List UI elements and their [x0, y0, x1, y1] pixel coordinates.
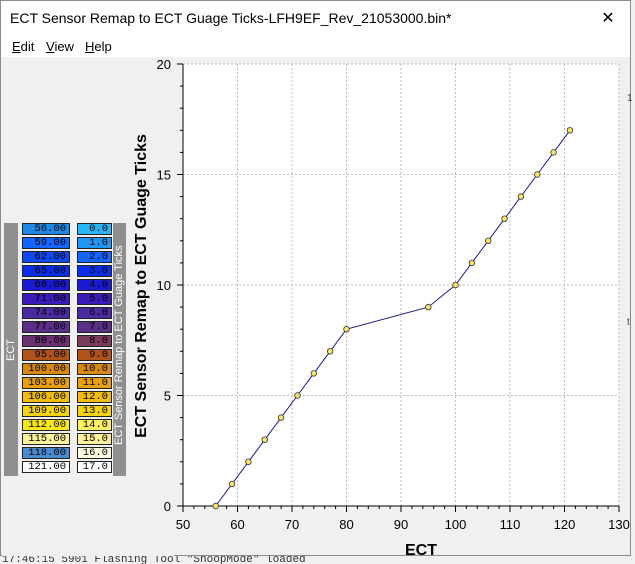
data-point: [212, 502, 219, 510]
y-tick-label: 15: [157, 168, 171, 183]
ticks-cell[interactable]: 13.0: [77, 405, 112, 417]
x-tick-label: 100: [445, 517, 467, 532]
y-tick-label: 20: [157, 57, 171, 72]
y-tick-label: 5: [164, 389, 171, 404]
data-point: [277, 414, 285, 421]
data-point: [501, 215, 508, 222]
row-axis-label: ECT: [4, 223, 18, 476]
ect-cell[interactable]: 118.00: [22, 447, 70, 459]
data-point: [310, 370, 317, 377]
ticks-cell[interactable]: 6.0: [77, 307, 112, 319]
x-tick-label: 90: [394, 517, 408, 532]
data-point: [228, 480, 236, 488]
data-point: [517, 193, 525, 200]
ect-cell[interactable]: 65.00: [22, 265, 70, 277]
data-point: [468, 259, 476, 267]
series-line: [215, 130, 571, 507]
ect-cell[interactable]: 56.00: [22, 223, 70, 235]
ticks-cell[interactable]: 9.0: [77, 349, 112, 361]
x-tick-label: 120: [554, 517, 576, 532]
ticks-cell[interactable]: 10.0: [77, 363, 112, 375]
title-bar[interactable]: ECT Sensor Remap to ECT Guage Ticks-LFH9…: [1, 1, 630, 35]
ect-cell[interactable]: 115.00: [22, 433, 70, 445]
data-point: [245, 458, 252, 465]
x-tick-label: 110: [500, 517, 521, 532]
ect-cell[interactable]: 68.00: [22, 279, 70, 291]
close-icon: ✕: [601, 10, 615, 27]
ticks-cell[interactable]: 12.0: [77, 391, 112, 403]
x-tick-label: 70: [285, 517, 299, 532]
y-tick-label: 10: [157, 278, 171, 293]
ect-chart: 50 60 70 80 90 100 110 120 130 0 5 10 15 20 ECT ECT Sen…: [133, 57, 630, 557]
ect-cell[interactable]: 112.00: [22, 419, 70, 431]
data-point: [261, 436, 268, 443]
ticks-cell[interactable]: 3.0: [77, 265, 112, 277]
x-tick-label: 130: [608, 517, 630, 532]
y-tick-label: 0: [164, 499, 171, 514]
menu-edit[interactable]: Edit: [12, 39, 35, 54]
ect-cell[interactable]: 71.00: [22, 293, 70, 305]
ect-cell[interactable]: 95.00: [22, 349, 70, 361]
data-point: [485, 237, 492, 244]
close-button[interactable]: ✕: [586, 1, 630, 35]
ect-cell[interactable]: 106.00: [22, 391, 70, 403]
status-log-line: 17:46:15 5901 Flashing Tool "ShoopMode" …: [2, 556, 306, 564]
ticks-cell[interactable]: 4.0: [77, 279, 112, 291]
x-axis-title: ECT: [405, 542, 437, 557]
ect-cell[interactable]: 74.00: [22, 307, 70, 319]
data-point: [343, 326, 350, 333]
ect-cell[interactable]: 100.00: [22, 363, 70, 375]
menu-help[interactable]: Help: [85, 39, 112, 54]
window-title: ECT Sensor Remap to ECT Guage Ticks-LFH9…: [10, 10, 452, 26]
menu-bar: Edit View Help: [1, 35, 630, 57]
ticks-cell[interactable]: 17.0: [77, 461, 112, 473]
ticks-cell[interactable]: 15.0: [77, 433, 112, 445]
ticks-cell[interactable]: 11.0: [77, 377, 112, 389]
data-point: [425, 303, 432, 311]
ticks-cell[interactable]: 16.0: [77, 447, 112, 459]
data-point: [566, 127, 574, 134]
ticks-cell[interactable]: 5.0: [77, 293, 112, 305]
x-tick-label: 60: [230, 517, 244, 532]
edge-mark-top: 1: [627, 93, 633, 104]
ect-cell[interactable]: 80.00: [22, 335, 70, 347]
menu-view[interactable]: View: [46, 39, 74, 54]
ect-cell[interactable]: 62.00: [22, 251, 70, 263]
ticks-cell[interactable]: 2.0: [77, 251, 112, 263]
column-axis-label: ECT Sensor Remap to ECT Guage Ticks: [113, 223, 126, 476]
data-point: [550, 149, 557, 156]
data-point: [452, 281, 459, 289]
data-point: [326, 348, 334, 355]
ect-cell[interactable]: 121.00: [22, 461, 70, 473]
ticks-cell[interactable]: 7.0: [77, 321, 112, 333]
ticks-cell[interactable]: 0.0: [77, 223, 112, 235]
ticks-cell[interactable]: 14.0: [77, 419, 112, 431]
edge-mark-bottom: t: [627, 317, 630, 328]
y-axis-title: ECT Sensor Remap to ECT Guage Ticks: [133, 134, 150, 438]
x-tick-label: 80: [339, 517, 353, 532]
ect-cell[interactable]: 109.00: [22, 405, 70, 417]
data-point: [534, 171, 541, 178]
ticks-cell[interactable]: 8.0: [77, 335, 112, 347]
ect-cell[interactable]: 59.00: [22, 237, 70, 249]
x-tick-label: 50: [176, 517, 190, 532]
ticks-cell[interactable]: 1.0: [77, 237, 112, 249]
data-point: [294, 392, 301, 399]
ect-cell[interactable]: 103.00: [22, 377, 70, 389]
ect-cell[interactable]: 77.00: [22, 321, 70, 333]
